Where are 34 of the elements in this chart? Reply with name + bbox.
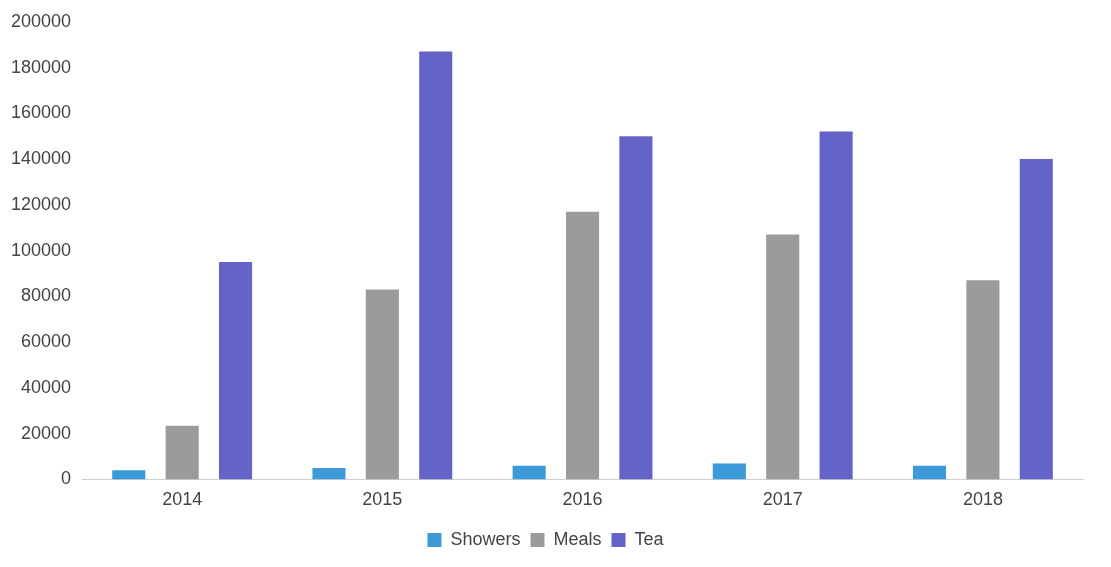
x-tick-label: 2017 (762, 489, 803, 510)
y-tick-label: 140000 (10, 148, 72, 169)
x-tick-label: 2015 (362, 489, 403, 510)
legend-label: Showers (450, 528, 521, 549)
y-tick-label: 100000 (10, 239, 72, 260)
x-tick-label: 2014 (162, 489, 203, 510)
bar (218, 262, 253, 480)
bar (1019, 159, 1053, 480)
bar (966, 280, 1000, 480)
y-tick-label: 160000 (10, 102, 72, 123)
y-tick-label: 80000 (21, 285, 72, 306)
y-tick-label: 200000 (10, 10, 72, 31)
y-tick-label: 180000 (10, 56, 72, 77)
bar (712, 463, 746, 480)
bar (419, 51, 453, 480)
y-tick-label: 20000 (21, 422, 72, 443)
bar (165, 425, 199, 480)
y-tick-label: 0 (61, 468, 72, 489)
x-tick-label: 2016 (562, 489, 603, 510)
bar (365, 289, 399, 480)
y-tick-label: 120000 (10, 193, 72, 214)
bar (112, 470, 146, 480)
bar (619, 136, 653, 480)
x-tick-label: 2018 (962, 489, 1003, 510)
legend-label: Tea (634, 528, 665, 549)
bar (512, 465, 546, 480)
bar (819, 131, 853, 480)
bar (766, 234, 800, 480)
legend-label: Meals (553, 528, 602, 549)
y-tick-label: 60000 (21, 331, 72, 352)
bar (912, 465, 947, 480)
y-tick-label: 40000 (21, 376, 72, 397)
bar (565, 211, 600, 480)
bar (312, 467, 346, 480)
